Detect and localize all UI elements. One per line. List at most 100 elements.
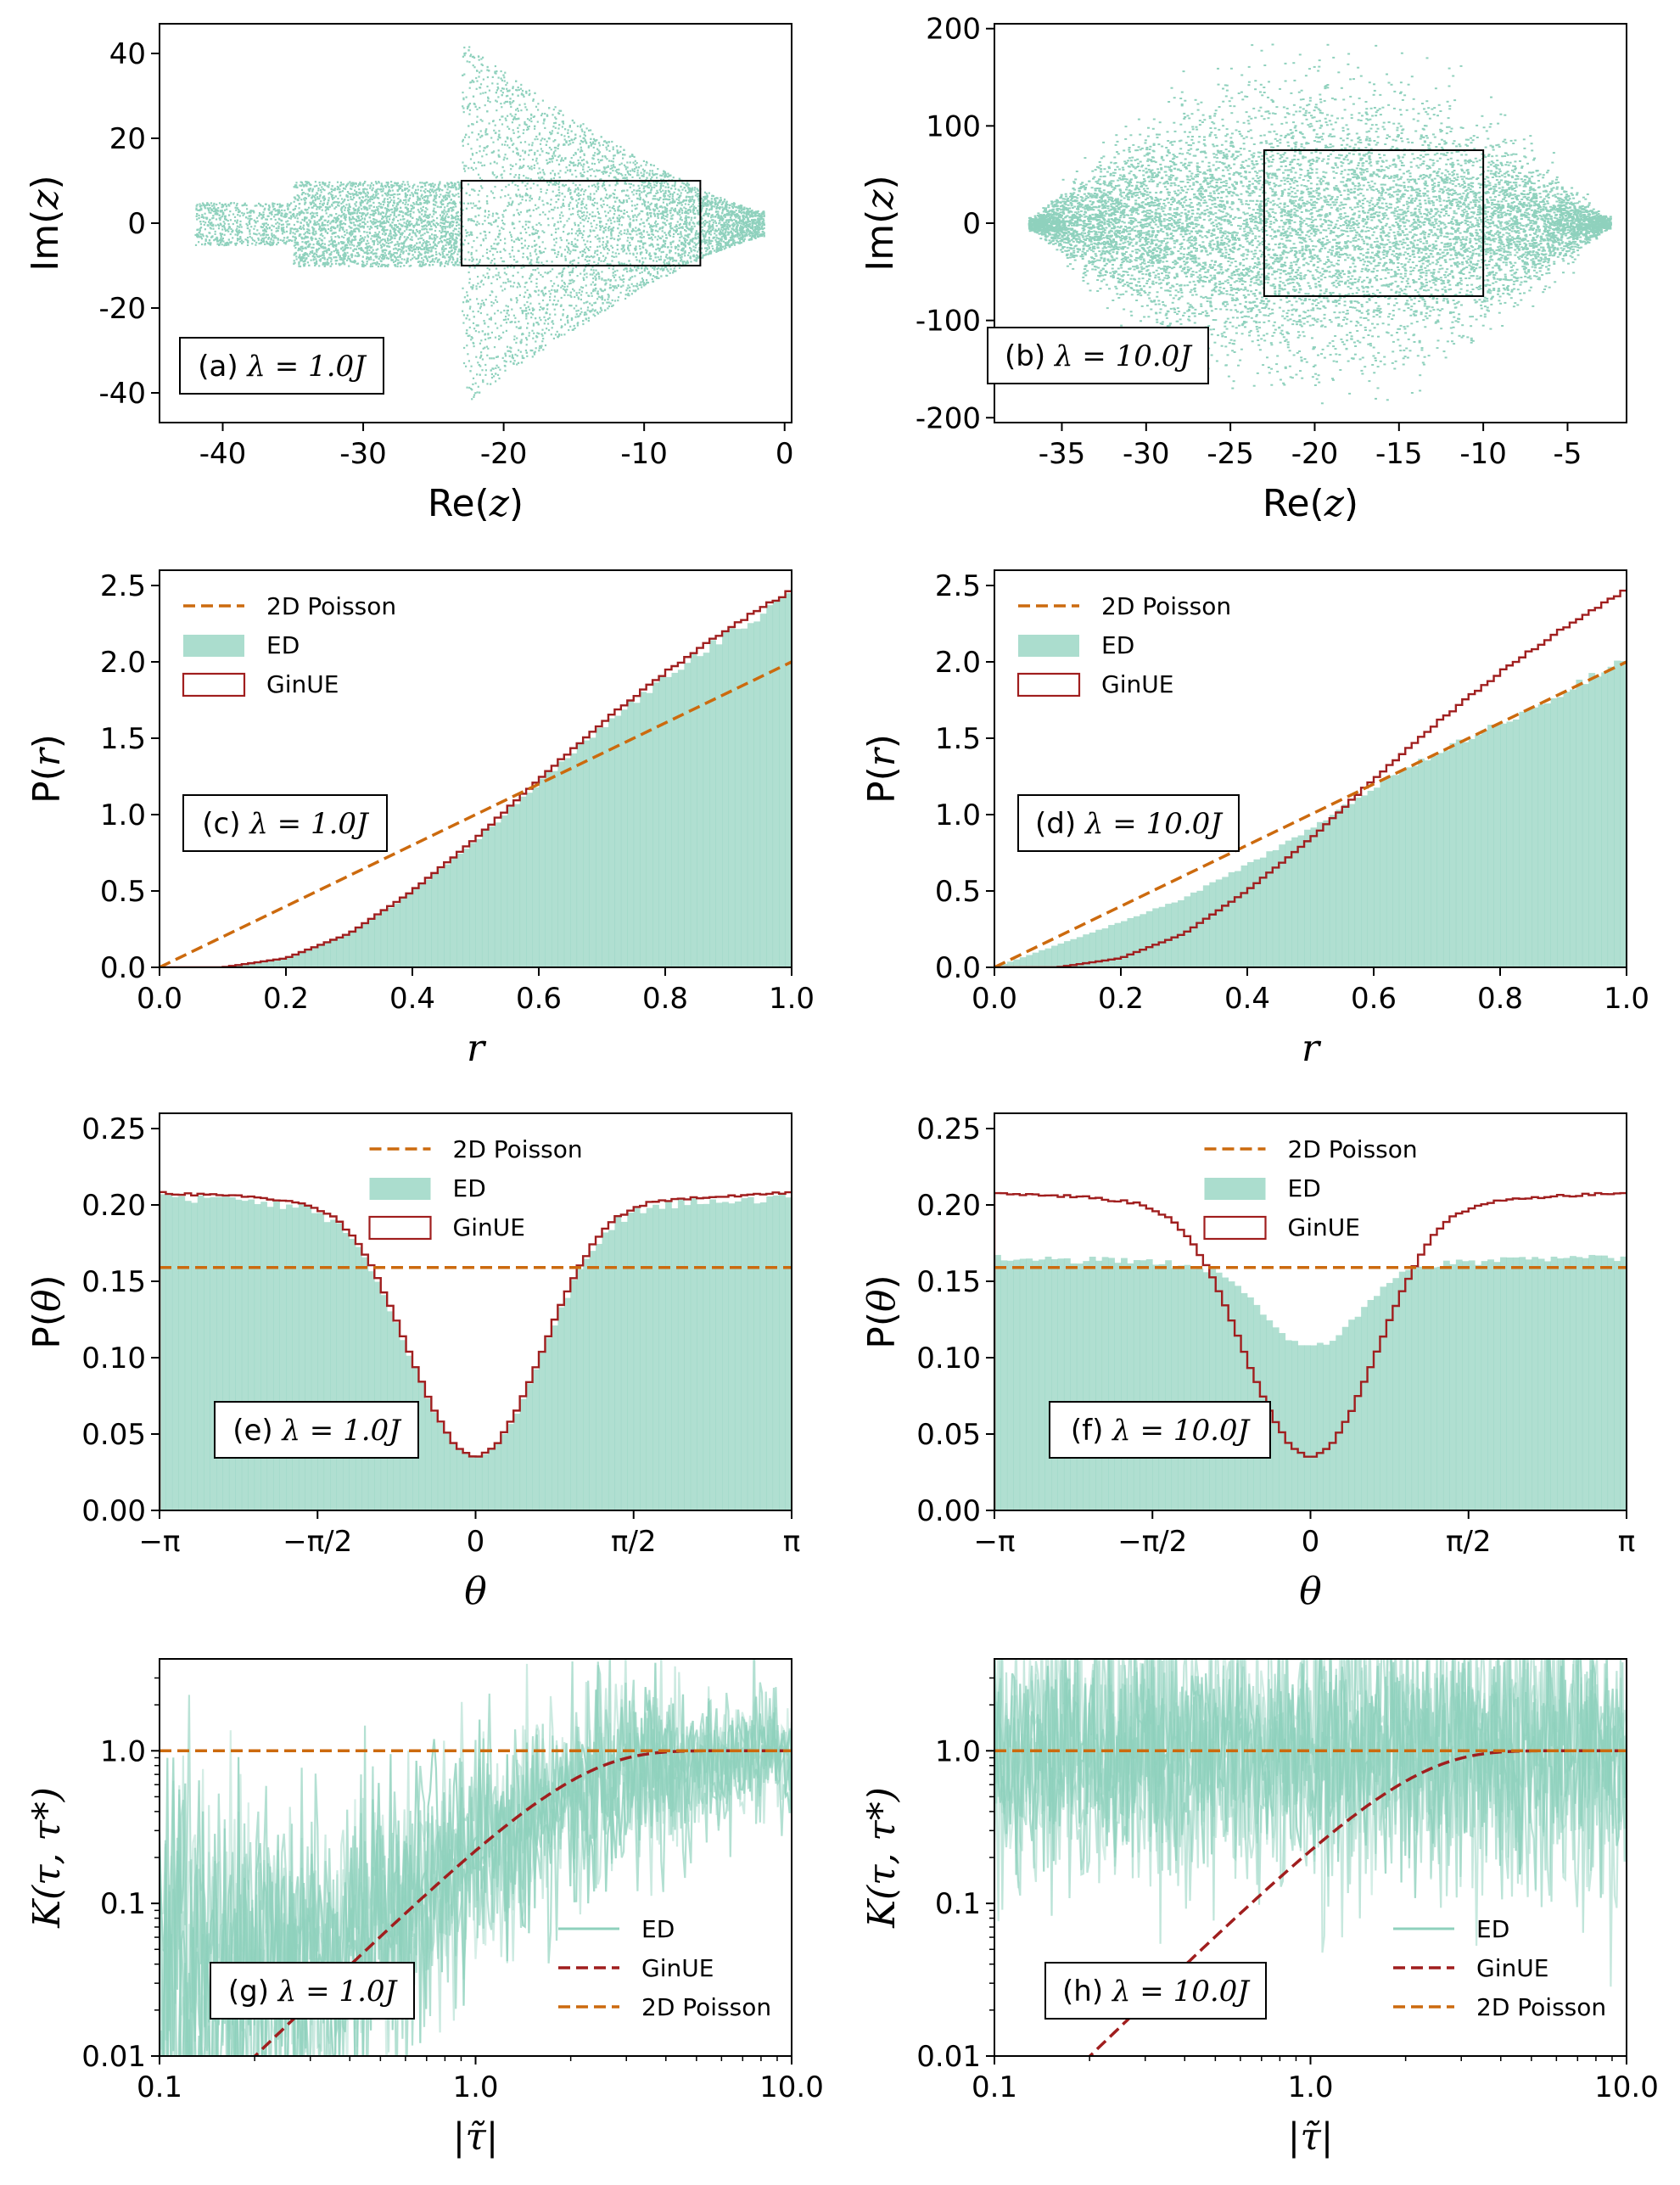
- y-axis-label: P(θ): [25, 1275, 69, 1348]
- y-tick-label: 0.0: [100, 951, 146, 985]
- panel-label-prefix: (c): [202, 807, 249, 841]
- ed-bar: [709, 640, 716, 967]
- ed-bar: [1341, 804, 1349, 967]
- ed-bar: [1316, 821, 1324, 967]
- y-label-var: z: [859, 189, 902, 210]
- ed-bar: [437, 868, 445, 967]
- y-label-suffix: ): [24, 175, 67, 189]
- ed-bar: [1550, 1256, 1558, 1510]
- ed-bar: [532, 1369, 540, 1510]
- ed-bar: [305, 950, 312, 967]
- ed-bar: [1026, 955, 1033, 967]
- legend-label: ED: [1101, 631, 1134, 659]
- ed-bar: [1424, 1268, 1431, 1510]
- ed-bar: [1380, 779, 1387, 967]
- ed-bar: [273, 960, 280, 967]
- x-tick-label: -30: [1123, 437, 1170, 471]
- y-tick-label: 2.0: [100, 646, 146, 680]
- x-label-var: θ: [1299, 1570, 1322, 1613]
- ed-bar: [1114, 922, 1122, 967]
- ed-bar: [627, 700, 635, 967]
- ed-bar: [1171, 902, 1179, 967]
- ed-bar: [1411, 765, 1419, 967]
- ed-bar: [1588, 1254, 1596, 1510]
- legend-entry: GinUE: [182, 670, 339, 698]
- legend-entry: ED: [1393, 1915, 1509, 1943]
- ed-bar: [709, 1199, 716, 1510]
- ed-bar: [532, 787, 540, 967]
- ed-bar: [367, 1271, 375, 1510]
- ed-bar: [570, 1280, 578, 1510]
- ed-bar: [722, 630, 729, 967]
- y-tick-label: 1.0: [100, 1734, 146, 1768]
- x-tick-label: 0.8: [642, 982, 688, 1016]
- ed-bar: [1190, 1269, 1197, 1510]
- x-tick-label: -20: [480, 437, 528, 471]
- x-tick-label: -5: [1554, 437, 1582, 471]
- legend-entry: GinUE: [558, 1954, 714, 1982]
- y-label-prefix: P(: [25, 766, 69, 804]
- ed-bar: [1070, 938, 1078, 967]
- ed-bar: [1336, 810, 1343, 967]
- ed-bar: [1101, 1257, 1109, 1510]
- y-tick-label: 0.01: [916, 2040, 981, 2074]
- ed-bar: [1601, 1255, 1609, 1510]
- ginue-step: [994, 589, 1627, 967]
- ed-bar: [734, 1201, 742, 1510]
- ed-bar: [311, 947, 318, 967]
- ed-bar: [1259, 857, 1267, 967]
- x-tick-label: 10.0: [1594, 2070, 1659, 2104]
- y-tick-label: 0.5: [935, 875, 981, 909]
- x-tick-label: 1.0: [1287, 2070, 1333, 2104]
- ginue-line: [1088, 1749, 1627, 2056]
- y-tick-label: 0.00: [916, 1494, 981, 1528]
- ed-bar: [1455, 1259, 1463, 1510]
- ed-bar: [519, 796, 527, 967]
- x-axis-label: |τ̃|: [453, 2115, 499, 2159]
- ed-bar: [608, 1230, 615, 1510]
- ed-bar: [286, 1204, 293, 1510]
- panel-c: 0.0 0.2 0.4 0.6 0.8 1.00.00.51.01.52.02.5rP(r…: [25, 569, 815, 1070]
- y-label-prefix: P(: [860, 766, 904, 804]
- x-label-var: z: [1324, 482, 1345, 525]
- ed-bar: [1133, 916, 1140, 967]
- ed-bar: [747, 623, 754, 967]
- panel-label-prefix: (b): [1005, 339, 1055, 373]
- ed-bar: [418, 883, 426, 967]
- ed-bar: [1341, 1326, 1349, 1510]
- y-tick-label: 0.0: [935, 951, 981, 985]
- ed-bar: [184, 1201, 192, 1510]
- ed-bar: [279, 1208, 287, 1510]
- ed-bar: [563, 1297, 571, 1510]
- ed-bar: [677, 1199, 685, 1510]
- y-axis-label: K(τ, τ*): [25, 1787, 69, 1929]
- ed-bar: [759, 1202, 767, 1510]
- ed-bar: [1493, 724, 1501, 967]
- legend-entry: 2D Poisson: [1018, 592, 1231, 620]
- ed-bar: [235, 1199, 243, 1510]
- ed-bar: [1436, 753, 1444, 967]
- ed-bars: [994, 660, 1627, 967]
- ed-bar: [994, 1254, 1001, 1510]
- ed-bar: [583, 1258, 590, 1510]
- y-label-var: r: [860, 746, 904, 766]
- ed-bar: [576, 1269, 584, 1510]
- y-label-var: K(τ, τ*): [860, 1787, 904, 1929]
- ed-bar: [1462, 742, 1470, 967]
- ed-bar: [1272, 1327, 1280, 1510]
- y-tick-label: 2.0: [935, 646, 981, 680]
- ed-bar: [1487, 725, 1494, 967]
- ed-bar: [197, 1195, 204, 1510]
- ed-bar: [1475, 1264, 1482, 1510]
- ed-bar: [1076, 937, 1084, 967]
- y-axis-label: Im(z): [859, 175, 902, 271]
- ed-bar: [1323, 820, 1330, 967]
- ed-bar: [1361, 795, 1368, 967]
- y-tick-label: -200: [916, 401, 981, 435]
- ed-bar: [715, 1202, 723, 1510]
- ed-bar: [1582, 684, 1589, 967]
- x-label-var: z: [489, 482, 510, 525]
- ed-bar: [501, 1433, 508, 1510]
- ed-bar: [1525, 709, 1532, 967]
- y-tick-label: 0.25: [916, 1112, 981, 1146]
